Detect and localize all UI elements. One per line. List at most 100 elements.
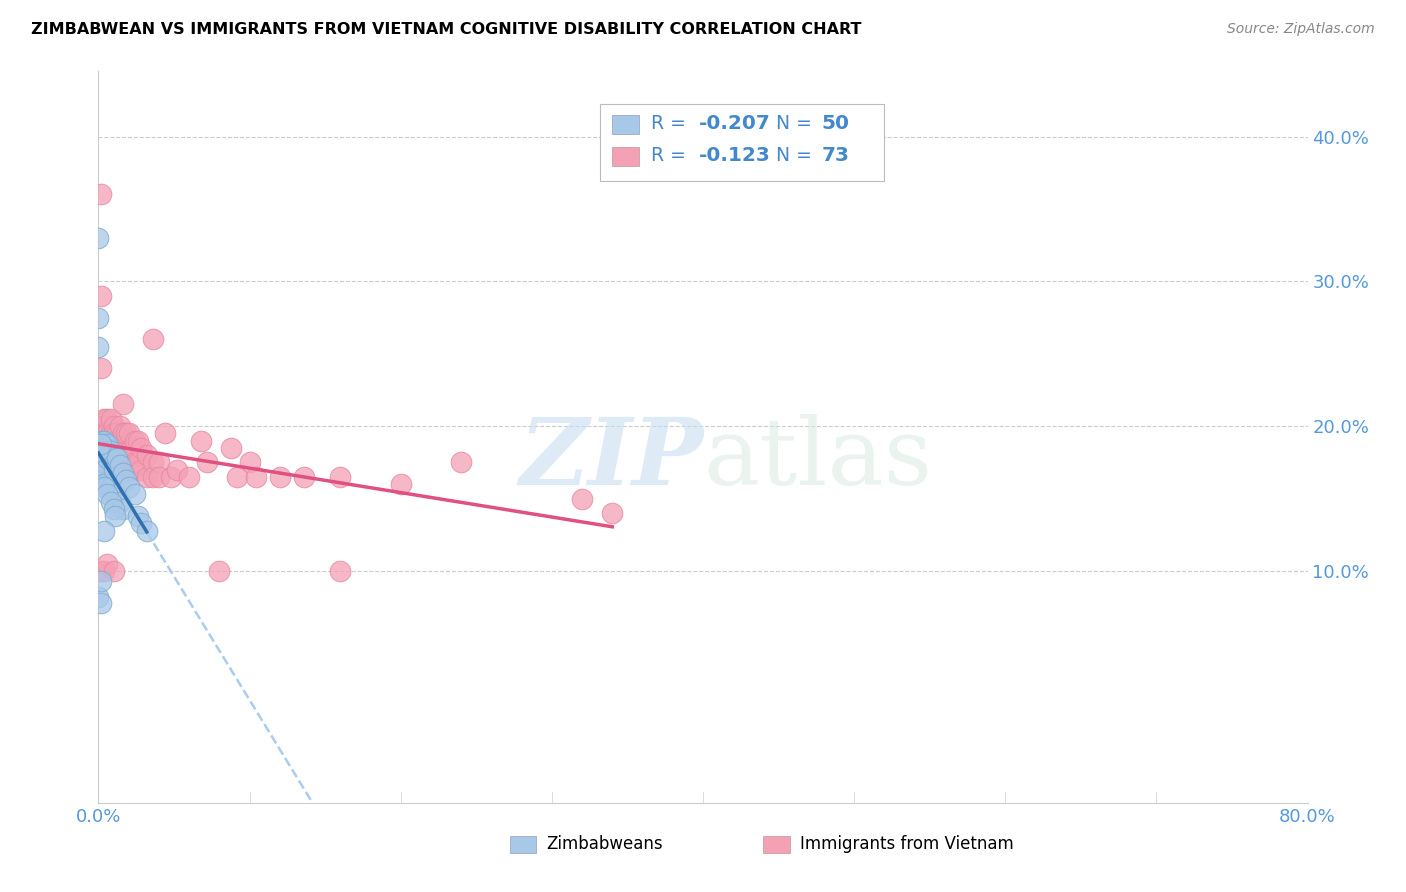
Point [127,434,149,448]
Point [90,434,112,448]
Point [105,451,128,466]
Point [245,470,267,484]
Point [269,470,291,484]
Point [221,441,243,455]
Point [226,470,249,484]
Point [450,455,472,469]
Point [90,451,112,466]
Point [195,455,218,469]
Point [135,524,157,538]
Point [135,470,157,484]
Point [124,487,146,501]
Point [105,455,128,469]
Point [100,494,122,508]
Point [142,470,165,484]
Point [108,419,131,434]
Text: ZIP: ZIP [519,414,703,504]
Point [96,487,118,501]
Point [90,434,112,448]
Point [329,470,352,484]
Point [179,470,201,484]
Point [127,455,149,469]
Point [96,480,118,494]
Point [93,463,115,477]
Point [121,463,143,477]
Point [100,426,122,441]
Point [93,434,115,448]
Point [105,426,128,441]
Point [329,564,352,578]
Point [100,480,122,494]
Point [93,412,115,426]
Point [105,441,128,455]
Text: N =: N = [776,114,817,133]
Point [114,426,136,441]
Point [142,332,165,346]
Text: -0.123: -0.123 [699,146,772,165]
Point [96,557,118,571]
Point [87,590,110,604]
Point [90,564,112,578]
Point [292,470,315,484]
Point [166,463,188,477]
Point [190,434,212,448]
Point [103,441,125,455]
Point [108,458,131,473]
Point [108,434,131,448]
Point [93,564,115,578]
FancyBboxPatch shape [763,837,790,853]
Point [124,455,146,469]
Point [87,310,110,325]
Point [93,455,115,469]
Point [100,448,122,462]
Point [129,516,152,531]
Point [87,340,110,354]
Point [103,501,125,516]
Point [104,508,127,523]
Point [103,463,125,477]
Point [90,473,112,487]
Point [90,187,112,202]
Point [121,441,143,455]
Point [148,455,170,469]
Point [571,491,593,506]
Point [111,397,134,411]
Point [239,455,262,469]
Point [602,506,624,520]
Text: Immigrants from Vietnam: Immigrants from Vietnam [800,836,1014,854]
Point [103,487,125,501]
Point [90,574,112,589]
Point [111,466,134,480]
Point [103,564,125,578]
Point [142,455,165,469]
FancyBboxPatch shape [613,114,638,134]
Point [90,596,112,610]
Point [96,455,118,469]
Point [111,448,134,462]
Point [103,426,125,441]
Point [96,443,118,458]
Point [389,477,412,491]
Point [148,470,170,484]
Text: Zimbabweans: Zimbabweans [546,836,662,854]
Point [100,412,122,426]
Point [114,448,136,462]
Text: -0.207: -0.207 [699,114,772,133]
Point [93,441,115,455]
Text: 73: 73 [821,146,849,165]
Point [105,487,128,501]
Text: Source: ZipAtlas.com: Source: ZipAtlas.com [1227,22,1375,37]
Point [114,473,136,487]
Point [93,524,115,538]
Text: atlas: atlas [703,414,932,504]
Point [129,463,152,477]
Point [118,463,141,477]
Point [96,441,118,455]
Point [90,361,112,376]
Text: N =: N = [776,146,817,165]
Point [93,455,115,469]
Point [118,480,141,494]
Point [100,434,122,448]
Text: R =: R = [651,146,697,165]
Point [111,426,134,441]
